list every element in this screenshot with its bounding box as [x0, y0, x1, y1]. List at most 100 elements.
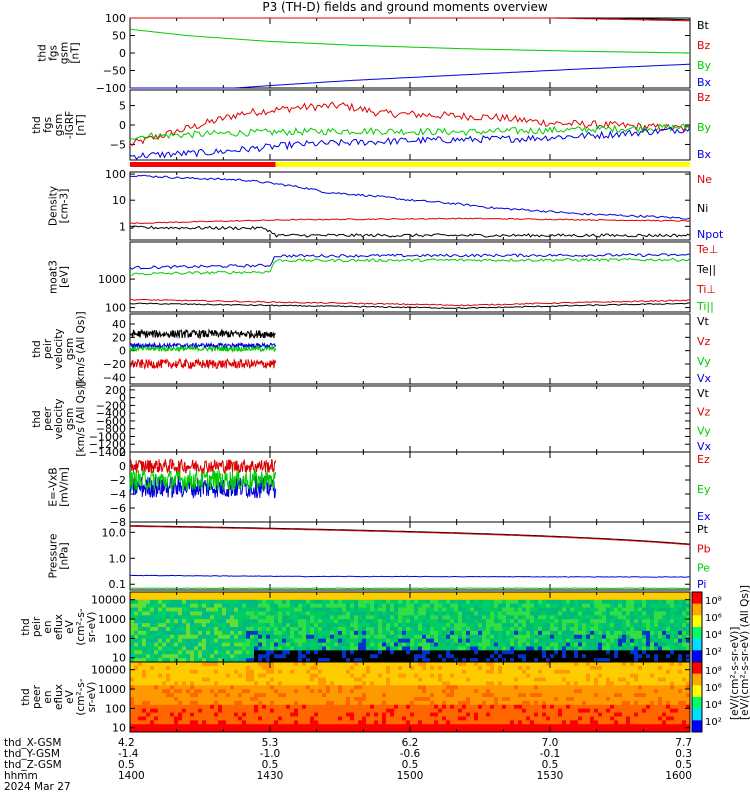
heatmap-cell: [346, 697, 351, 702]
heatmap-cell: [190, 634, 195, 640]
heatmap-cell: [146, 634, 151, 640]
heatmap-cell: [170, 693, 175, 698]
heatmap-cell: [150, 619, 155, 624]
heatmap-cell: [382, 728, 387, 733]
heatmap-cell: [342, 712, 347, 717]
heatmap-cell: [222, 700, 227, 706]
heatmap-cell: [562, 623, 567, 628]
heatmap-cell: [198, 630, 203, 636]
heatmap-cell: [674, 592, 679, 597]
heatmap-cell: [646, 603, 651, 608]
heatmap-cell: [450, 700, 455, 706]
heatmap-cell: [506, 708, 511, 713]
heatmap-cell: [158, 716, 163, 721]
heatmap-cell: [490, 595, 495, 601]
heatmap-cell: [162, 611, 167, 616]
y-tick-label: −8: [110, 516, 126, 529]
heatmap-cell: [554, 658, 559, 663]
heatmap-cell: [566, 658, 571, 663]
heatmap-cell: [162, 665, 167, 671]
heatmap-cell: [446, 716, 451, 721]
heatmap-cell: [142, 642, 147, 647]
heatmap-cell: [370, 650, 375, 655]
heatmap-cell: [578, 630, 583, 636]
heatmap-cell: [538, 650, 543, 655]
heatmap-cell: [282, 700, 287, 706]
heatmap-cell: [366, 592, 371, 597]
heatmap-cell: [130, 685, 135, 690]
heatmap-cell: [562, 654, 567, 659]
heatmap-cell: [470, 669, 475, 675]
heatmap-cell: [646, 619, 651, 624]
heatmap-cell: [526, 712, 531, 717]
heatmap-cell: [554, 619, 559, 624]
heatmap-cell: [666, 603, 671, 608]
heatmap-cell: [346, 595, 351, 601]
heatmap-cell: [362, 630, 367, 636]
heatmap-cell: [286, 673, 291, 678]
y-tick-label: 1000: [98, 613, 126, 626]
heatmap-cell: [286, 720, 291, 725]
heatmap-cell: [418, 720, 423, 725]
heatmap-cell: [382, 700, 387, 706]
heatmap-cell: [502, 646, 507, 651]
heatmap-cell: [586, 599, 591, 605]
heatmap-cell: [274, 595, 279, 601]
heatmap-cell: [326, 708, 331, 713]
heatmap-cell: [522, 595, 527, 601]
heatmap-cell: [590, 630, 595, 636]
heatmap-cell: [514, 662, 519, 667]
heatmap-cell: [294, 665, 299, 671]
heatmap-cell: [162, 685, 167, 690]
heatmap-cell: [358, 712, 363, 717]
heatmap-cell: [194, 650, 199, 655]
heatmap-cell: [578, 607, 583, 612]
series-line-ti: [129, 253, 691, 270]
heatmap-cell: [318, 654, 323, 659]
heatmap-cell: [538, 615, 543, 620]
heatmap-cell: [470, 700, 475, 706]
heatmap-cell: [534, 615, 539, 620]
heatmap-cell: [454, 720, 459, 725]
heatmap-cell: [230, 658, 235, 663]
heatmap-cell: [278, 638, 283, 643]
heatmap-cell: [454, 642, 459, 647]
heatmap-cell: [158, 615, 163, 620]
heatmap-cell: [626, 592, 631, 597]
heatmap-cell: [430, 623, 435, 628]
heatmap-cell: [282, 708, 287, 713]
heatmap-cell: [470, 673, 475, 678]
heatmap-cell: [486, 685, 491, 690]
heatmap-cell: [438, 607, 443, 612]
heatmap-cell: [482, 627, 487, 632]
heatmap-cell: [354, 716, 359, 721]
heatmap-cell: [130, 700, 135, 706]
heatmap-cell: [274, 630, 279, 636]
heatmap-cell: [330, 619, 335, 624]
heatmap-cell: [518, 712, 523, 717]
heatmap-cell: [134, 700, 139, 706]
heatmap-cell: [386, 646, 391, 651]
heatmap-cell: [138, 677, 143, 682]
heatmap-cell: [330, 681, 335, 686]
heatmap-cell: [294, 619, 299, 624]
heatmap-cell: [586, 642, 591, 647]
heatmap-cell: [330, 638, 335, 643]
heatmap-cell: [618, 638, 623, 643]
heatmap-cell: [354, 693, 359, 698]
heatmap-cell: [170, 611, 175, 616]
heatmap-cell: [218, 654, 223, 659]
heatmap-cell: [442, 700, 447, 706]
heatmap-cell: [254, 665, 259, 671]
heatmap-cell: [226, 623, 231, 628]
heatmap-cell: [142, 665, 147, 671]
heatmap-cell: [346, 650, 351, 655]
heatmap-cell: [450, 603, 455, 608]
heatmap-cell: [502, 724, 507, 729]
heatmap-cell: [250, 728, 255, 733]
heatmap-cell: [310, 712, 315, 717]
heatmap-cell: [290, 681, 295, 686]
heatmap-cell: [614, 638, 619, 643]
heatmap-cell: [582, 595, 587, 601]
heatmap-cell: [230, 720, 235, 725]
